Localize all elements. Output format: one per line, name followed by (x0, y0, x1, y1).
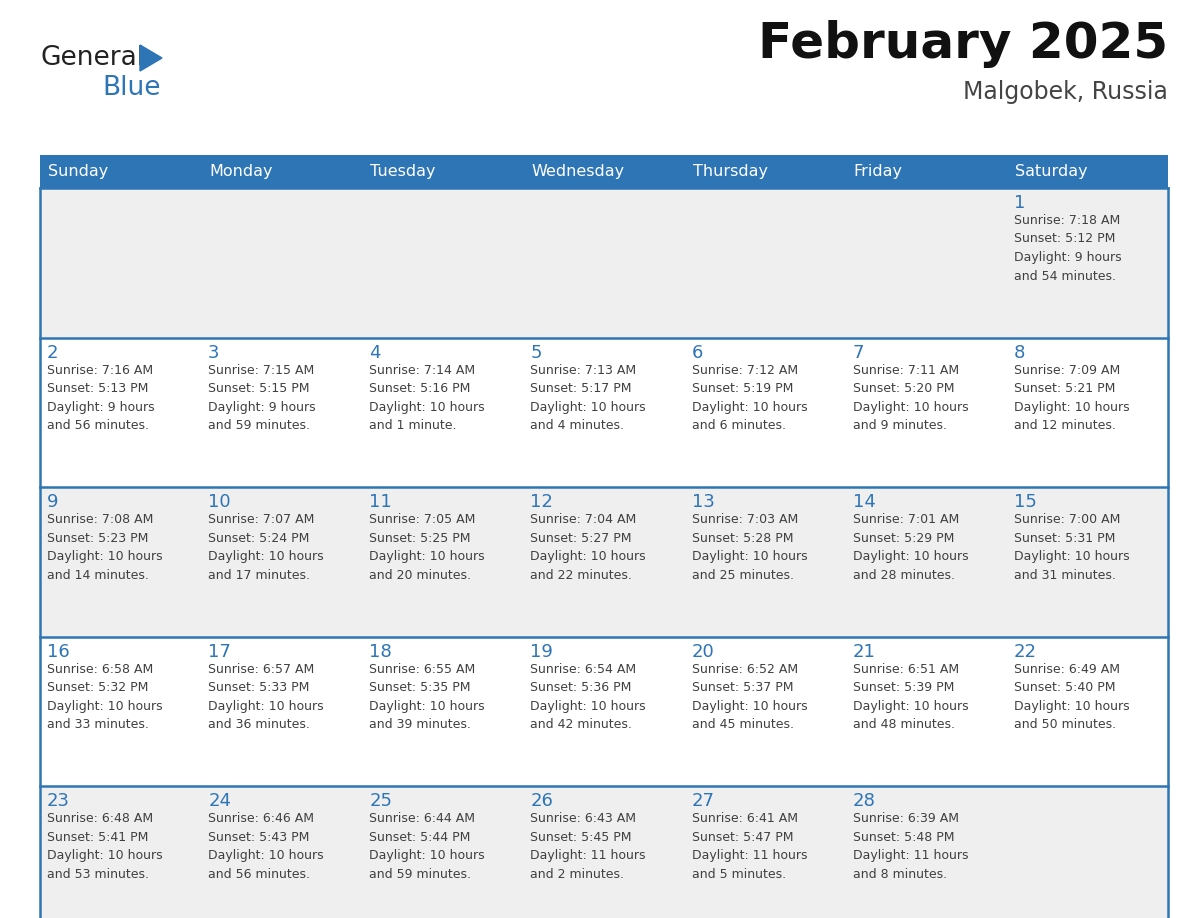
Text: 7: 7 (853, 343, 864, 362)
Text: 15: 15 (1013, 493, 1037, 511)
Bar (1007, 155, 1168, 188)
Text: Monday: Monday (209, 164, 272, 179)
Text: Friday: Friday (854, 164, 903, 179)
Text: 1: 1 (1013, 194, 1025, 212)
Text: Sunrise: 6:54 AM
Sunset: 5:36 PM
Daylight: 10 hours
and 42 minutes.: Sunrise: 6:54 AM Sunset: 5:36 PM Dayligh… (530, 663, 646, 732)
Text: February 2025: February 2025 (758, 20, 1168, 68)
Text: 2: 2 (48, 343, 58, 362)
Text: Sunrise: 6:39 AM
Sunset: 5:48 PM
Daylight: 11 hours
and 8 minutes.: Sunrise: 6:39 AM Sunset: 5:48 PM Dayligh… (853, 812, 968, 881)
Text: 16: 16 (48, 643, 70, 661)
Text: Sunrise: 6:52 AM
Sunset: 5:37 PM
Daylight: 10 hours
and 45 minutes.: Sunrise: 6:52 AM Sunset: 5:37 PM Dayligh… (691, 663, 807, 732)
Text: Sunrise: 7:05 AM
Sunset: 5:25 PM
Daylight: 10 hours
and 20 minutes.: Sunrise: 7:05 AM Sunset: 5:25 PM Dayligh… (369, 513, 485, 582)
Text: 11: 11 (369, 493, 392, 511)
Bar (40, 338, 1168, 487)
Text: Saturday: Saturday (1015, 164, 1087, 179)
Polygon shape (140, 45, 162, 71)
Bar (40, 637, 1168, 787)
Bar (40, 787, 1168, 918)
Text: 18: 18 (369, 643, 392, 661)
Text: 5: 5 (530, 343, 542, 362)
Text: Sunday: Sunday (48, 164, 108, 179)
Text: 10: 10 (208, 493, 230, 511)
Text: 21: 21 (853, 643, 876, 661)
Bar (40, 155, 201, 188)
Text: Sunrise: 7:13 AM
Sunset: 5:17 PM
Daylight: 10 hours
and 4 minutes.: Sunrise: 7:13 AM Sunset: 5:17 PM Dayligh… (530, 364, 646, 432)
Text: 9: 9 (48, 493, 58, 511)
Text: Sunrise: 6:55 AM
Sunset: 5:35 PM
Daylight: 10 hours
and 39 minutes.: Sunrise: 6:55 AM Sunset: 5:35 PM Dayligh… (369, 663, 485, 732)
Text: Sunrise: 7:00 AM
Sunset: 5:31 PM
Daylight: 10 hours
and 31 minutes.: Sunrise: 7:00 AM Sunset: 5:31 PM Dayligh… (1013, 513, 1130, 582)
Text: 23: 23 (48, 792, 70, 811)
Text: Sunrise: 7:14 AM
Sunset: 5:16 PM
Daylight: 10 hours
and 1 minute.: Sunrise: 7:14 AM Sunset: 5:16 PM Dayligh… (369, 364, 485, 432)
Text: Sunrise: 6:57 AM
Sunset: 5:33 PM
Daylight: 10 hours
and 36 minutes.: Sunrise: 6:57 AM Sunset: 5:33 PM Dayligh… (208, 663, 324, 732)
Text: 24: 24 (208, 792, 232, 811)
Text: 8: 8 (1013, 343, 1025, 362)
Text: Wednesday: Wednesday (531, 164, 625, 179)
Text: 14: 14 (853, 493, 876, 511)
Text: General: General (40, 45, 144, 71)
Text: Sunrise: 7:01 AM
Sunset: 5:29 PM
Daylight: 10 hours
and 28 minutes.: Sunrise: 7:01 AM Sunset: 5:29 PM Dayligh… (853, 513, 968, 582)
Text: Malgobek, Russia: Malgobek, Russia (963, 80, 1168, 104)
Bar (524, 155, 684, 188)
Text: Sunrise: 7:18 AM
Sunset: 5:12 PM
Daylight: 9 hours
and 54 minutes.: Sunrise: 7:18 AM Sunset: 5:12 PM Dayligh… (1013, 214, 1121, 283)
Text: Thursday: Thursday (693, 164, 767, 179)
Text: 20: 20 (691, 643, 714, 661)
Text: Sunrise: 6:49 AM
Sunset: 5:40 PM
Daylight: 10 hours
and 50 minutes.: Sunrise: 6:49 AM Sunset: 5:40 PM Dayligh… (1013, 663, 1130, 732)
Text: Sunrise: 7:12 AM
Sunset: 5:19 PM
Daylight: 10 hours
and 6 minutes.: Sunrise: 7:12 AM Sunset: 5:19 PM Dayligh… (691, 364, 807, 432)
Text: Sunrise: 6:58 AM
Sunset: 5:32 PM
Daylight: 10 hours
and 33 minutes.: Sunrise: 6:58 AM Sunset: 5:32 PM Dayligh… (48, 663, 163, 732)
Bar (40, 188, 1168, 338)
Text: Sunrise: 7:04 AM
Sunset: 5:27 PM
Daylight: 10 hours
and 22 minutes.: Sunrise: 7:04 AM Sunset: 5:27 PM Dayligh… (530, 513, 646, 582)
Text: Tuesday: Tuesday (371, 164, 436, 179)
Bar (201, 155, 362, 188)
Bar (846, 155, 1007, 188)
Text: Sunrise: 6:41 AM
Sunset: 5:47 PM
Daylight: 11 hours
and 5 minutes.: Sunrise: 6:41 AM Sunset: 5:47 PM Dayligh… (691, 812, 807, 881)
Text: Sunrise: 7:03 AM
Sunset: 5:28 PM
Daylight: 10 hours
and 25 minutes.: Sunrise: 7:03 AM Sunset: 5:28 PM Dayligh… (691, 513, 807, 582)
Text: 19: 19 (530, 643, 554, 661)
Text: Blue: Blue (102, 75, 160, 101)
Text: 12: 12 (530, 493, 554, 511)
Text: Sunrise: 7:16 AM
Sunset: 5:13 PM
Daylight: 9 hours
and 56 minutes.: Sunrise: 7:16 AM Sunset: 5:13 PM Dayligh… (48, 364, 154, 432)
Text: 22: 22 (1013, 643, 1037, 661)
Bar (684, 155, 846, 188)
Text: Sunrise: 7:15 AM
Sunset: 5:15 PM
Daylight: 9 hours
and 59 minutes.: Sunrise: 7:15 AM Sunset: 5:15 PM Dayligh… (208, 364, 316, 432)
Text: Sunrise: 6:43 AM
Sunset: 5:45 PM
Daylight: 11 hours
and 2 minutes.: Sunrise: 6:43 AM Sunset: 5:45 PM Dayligh… (530, 812, 646, 881)
Text: Sunrise: 6:51 AM
Sunset: 5:39 PM
Daylight: 10 hours
and 48 minutes.: Sunrise: 6:51 AM Sunset: 5:39 PM Dayligh… (853, 663, 968, 732)
Text: 4: 4 (369, 343, 381, 362)
Text: Sunrise: 6:46 AM
Sunset: 5:43 PM
Daylight: 10 hours
and 56 minutes.: Sunrise: 6:46 AM Sunset: 5:43 PM Dayligh… (208, 812, 324, 881)
Text: Sunrise: 7:09 AM
Sunset: 5:21 PM
Daylight: 10 hours
and 12 minutes.: Sunrise: 7:09 AM Sunset: 5:21 PM Dayligh… (1013, 364, 1130, 432)
Text: 28: 28 (853, 792, 876, 811)
Text: 13: 13 (691, 493, 714, 511)
Text: Sunrise: 6:48 AM
Sunset: 5:41 PM
Daylight: 10 hours
and 53 minutes.: Sunrise: 6:48 AM Sunset: 5:41 PM Dayligh… (48, 812, 163, 881)
Bar (362, 155, 524, 188)
Text: 3: 3 (208, 343, 220, 362)
Text: 6: 6 (691, 343, 703, 362)
Text: Sunrise: 7:11 AM
Sunset: 5:20 PM
Daylight: 10 hours
and 9 minutes.: Sunrise: 7:11 AM Sunset: 5:20 PM Dayligh… (853, 364, 968, 432)
Bar (40, 487, 1168, 637)
Text: Sunrise: 6:44 AM
Sunset: 5:44 PM
Daylight: 10 hours
and 59 minutes.: Sunrise: 6:44 AM Sunset: 5:44 PM Dayligh… (369, 812, 485, 881)
Text: 17: 17 (208, 643, 230, 661)
Text: 26: 26 (530, 792, 554, 811)
Text: Sunrise: 7:08 AM
Sunset: 5:23 PM
Daylight: 10 hours
and 14 minutes.: Sunrise: 7:08 AM Sunset: 5:23 PM Dayligh… (48, 513, 163, 582)
Text: 27: 27 (691, 792, 714, 811)
Text: 25: 25 (369, 792, 392, 811)
Text: Sunrise: 7:07 AM
Sunset: 5:24 PM
Daylight: 10 hours
and 17 minutes.: Sunrise: 7:07 AM Sunset: 5:24 PM Dayligh… (208, 513, 324, 582)
